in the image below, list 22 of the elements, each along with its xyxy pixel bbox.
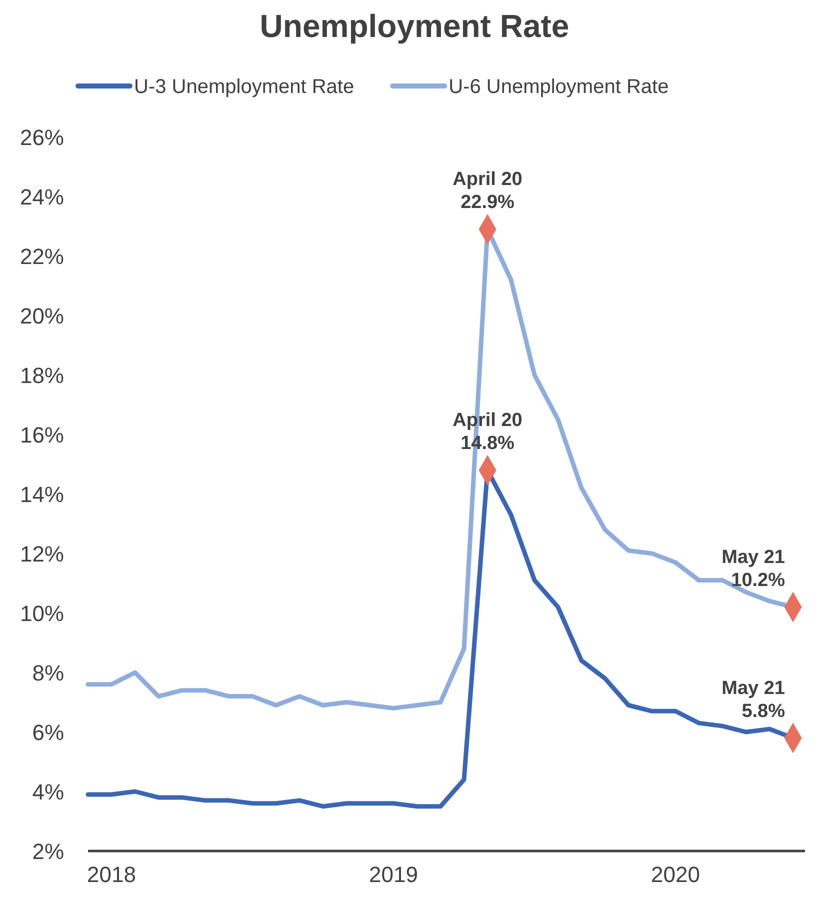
y-tick-label: 12% bbox=[20, 542, 64, 566]
y-tick-label: 10% bbox=[20, 601, 64, 626]
y-tick-label: 4% bbox=[32, 780, 64, 804]
y-tick-label: 24% bbox=[20, 184, 64, 210]
chart-title: Unemployment Rate bbox=[260, 8, 570, 44]
y-tick-label: 2% bbox=[32, 839, 64, 864]
y-tick-label: 8% bbox=[32, 660, 64, 686]
y-tick-label: 16% bbox=[20, 422, 64, 448]
x-tick-label: 2018 bbox=[87, 862, 136, 887]
data-label: May 21 10.2% bbox=[722, 547, 786, 592]
data-label: April 20 22.9% bbox=[452, 169, 522, 214]
y-tick-label: 18% bbox=[20, 363, 64, 388]
data-label: May 21 5.8% bbox=[722, 678, 786, 722]
legend-label: U-6 Unemployment Rate bbox=[448, 76, 669, 98]
y-tick-label: 14% bbox=[20, 482, 64, 507]
x-tick-label: 2019 bbox=[369, 862, 418, 887]
y-tick-label: 22% bbox=[20, 244, 64, 269]
y-tick-label: 6% bbox=[32, 720, 64, 745]
x-tick-label: 2020 bbox=[651, 862, 700, 887]
y-tick-label: 26% bbox=[20, 125, 64, 150]
y-tick-label: 20% bbox=[20, 304, 64, 328]
legend-label: U-3 Unemployment Rate bbox=[134, 76, 354, 98]
